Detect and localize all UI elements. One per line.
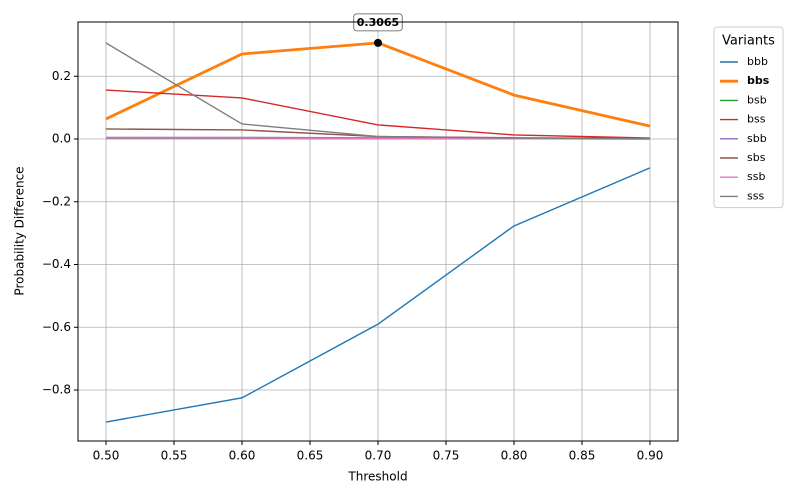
y-axis-label: Probability Difference [13, 166, 27, 295]
x-tick-label: 0.90 [637, 449, 664, 463]
legend-label: bsb [747, 93, 767, 106]
series-line [105, 89, 651, 139]
legend-label: bbs [747, 74, 770, 87]
legend-label: ssb [747, 170, 765, 183]
legend-title: Variants [722, 34, 775, 49]
x-tick-label: 0.80 [501, 449, 528, 463]
y-tick-label: 0.2 [52, 69, 71, 83]
x-tick-label: 0.70 [365, 449, 392, 463]
y-tick-label: −0.2 [42, 194, 71, 208]
x-tick-label: 0.55 [161, 449, 188, 463]
x-tick-label: 0.75 [433, 449, 460, 463]
annotation-point [374, 38, 382, 47]
x-tick-label: 0.50 [93, 449, 120, 463]
legend-box [713, 26, 784, 209]
y-tick-label: −0.8 [42, 383, 71, 397]
legend-label: sbb [747, 132, 767, 145]
legend-label: sss [747, 189, 764, 202]
series-line [105, 42, 650, 140]
x-tick-label: 0.60 [229, 449, 256, 463]
y-tick-label: −0.4 [42, 257, 71, 271]
legend-label: bss [747, 113, 766, 126]
x-tick-label: 0.65 [297, 449, 324, 463]
legend-label: bbb [747, 55, 768, 68]
series-line [105, 167, 651, 423]
y-tick-label: 0.0 [52, 132, 71, 146]
y-tick-label: −0.6 [42, 320, 71, 334]
x-tick-label: 0.85 [569, 449, 596, 463]
legend-label: sbs [747, 151, 766, 164]
x-axis-label: Threshold [347, 470, 407, 484]
axes-frame [77, 21, 679, 442]
